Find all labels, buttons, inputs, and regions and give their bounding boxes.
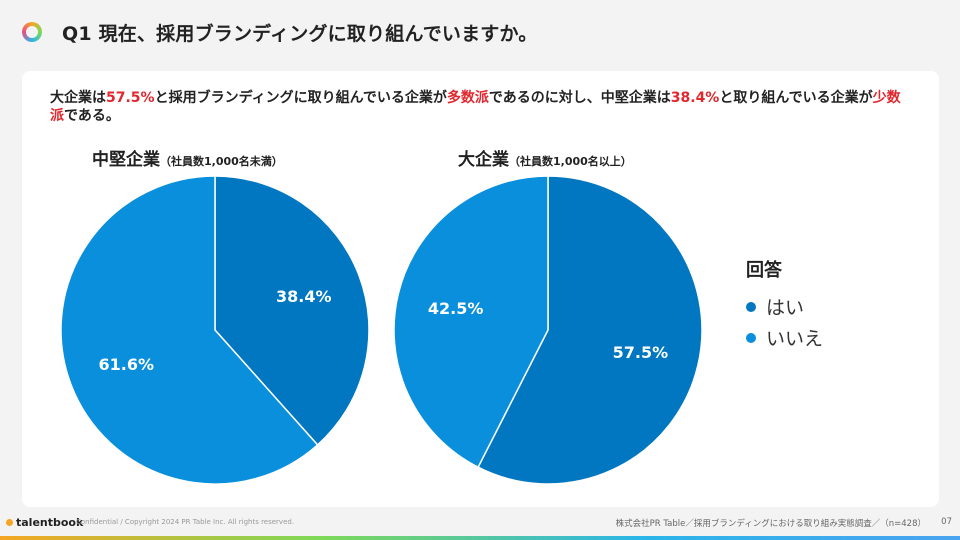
summary-part-1: 大企業は xyxy=(50,90,106,106)
legend-yes-dot-icon xyxy=(746,301,756,312)
legend-no-label: いいえ xyxy=(766,328,824,350)
mid-company-subtitle: （社員数1,000名未満） xyxy=(160,155,283,168)
page-number: 07 xyxy=(941,517,952,527)
summary-highlight-minority: 少数派 xyxy=(50,90,901,124)
pie-label-no: 61.6% xyxy=(98,355,154,374)
pie-label-yes: 38.4% xyxy=(276,287,332,306)
pie-slice-no xyxy=(60,175,319,485)
mid-company-pie-chart: 38.4% 61.6% xyxy=(60,175,370,485)
legend-item-no: いいえ xyxy=(746,324,823,351)
mid-company-chart-title: 中堅企業（社員数1,000名未満） xyxy=(92,145,283,170)
large-company-title: 大企業 xyxy=(458,150,509,170)
mid-company-title: 中堅企業 xyxy=(92,150,160,170)
summary-highlight-mid: 38.4% xyxy=(670,90,720,106)
summary-part-2: と採用ブランディングに取り組んでいる企業が xyxy=(154,90,447,106)
summary-part-3: であるのに対し、中堅企業は xyxy=(488,90,671,106)
large-company-chart-title: 大企業（社員数1,000名以上） xyxy=(458,145,632,170)
pie-label-no: 42.5% xyxy=(428,299,484,318)
pie-slice-yes xyxy=(477,175,703,485)
legend-item-yes: はい xyxy=(746,293,804,320)
footer-source: 株式会社PR Table／採用ブランディングにおける取り組み実態調査／（n=42… xyxy=(615,519,926,529)
bottom-gradient-bar xyxy=(0,536,960,540)
large-company-subtitle: （社員数1,000名以上） xyxy=(509,155,632,168)
summary-part-5: である。 xyxy=(64,108,120,124)
legend-yes-label: はい xyxy=(766,297,805,319)
summary-text: 大企業は57.5%と採用ブランディングに取り組んでいる企業が多数派であるのに対し… xyxy=(50,89,910,125)
footer-brand-name: talentbook xyxy=(16,516,84,529)
summary-highlight-majority: 多数派 xyxy=(446,90,489,106)
pie-label-yes: 57.5% xyxy=(613,343,669,362)
legend-no-dot-icon xyxy=(746,332,756,343)
brand-ring-icon xyxy=(22,22,42,42)
footer-brand: talentbook xyxy=(6,516,83,529)
pie-slice-no xyxy=(393,175,549,469)
summary-part-4: と取り組んでいる企業が xyxy=(719,90,873,106)
legend-title: 回答 xyxy=(746,260,782,281)
footer-copyright: Confidential / Copyright 2024 PR Table I… xyxy=(76,518,295,526)
pie-slice-yes xyxy=(214,175,370,446)
brand-dot-icon xyxy=(6,519,13,526)
summary-highlight-large: 57.5% xyxy=(106,90,155,106)
large-company-pie-chart: 57.5% 42.5% xyxy=(393,175,703,485)
page-title: Q1 現在、採用ブランディングに取り組んでいますか。 xyxy=(62,23,538,45)
